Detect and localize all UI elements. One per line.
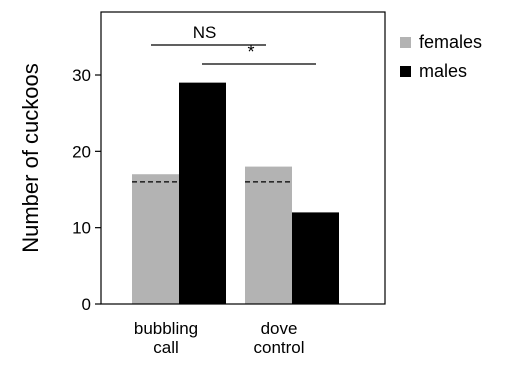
y-tick-label: 20 (72, 142, 91, 161)
y-axis-label: Number of cuckoos (18, 63, 43, 253)
y-tick-label: 10 (72, 219, 91, 238)
bar-males-1 (292, 212, 339, 304)
y-tick-label: 30 (72, 66, 91, 85)
x-axis-labels: bubbling call dove control (134, 319, 305, 357)
significance-label: NS (193, 23, 217, 42)
significance-brackets: NS * (151, 23, 316, 65)
bar-females-1 (245, 166, 292, 304)
y-tick-label: 0 (82, 295, 91, 314)
legend-swatch-males (400, 66, 411, 77)
y-axis-label-group: Number of cuckoos (18, 63, 43, 253)
x-category-label: bubbling call (134, 319, 198, 357)
legend-label: females (419, 32, 482, 52)
bar-males-0 (179, 82, 226, 304)
y-axis-ticks: 0 10 20 30 (72, 66, 101, 314)
legend-swatch-females (400, 37, 411, 48)
plot-frame (100, 11, 386, 305)
x-category-label: dove control (253, 319, 304, 357)
bars (132, 82, 339, 304)
legend-label: males (419, 61, 467, 81)
bar-females-0 (132, 174, 179, 304)
legend: females males (400, 32, 482, 81)
significance-label: * (247, 42, 254, 62)
